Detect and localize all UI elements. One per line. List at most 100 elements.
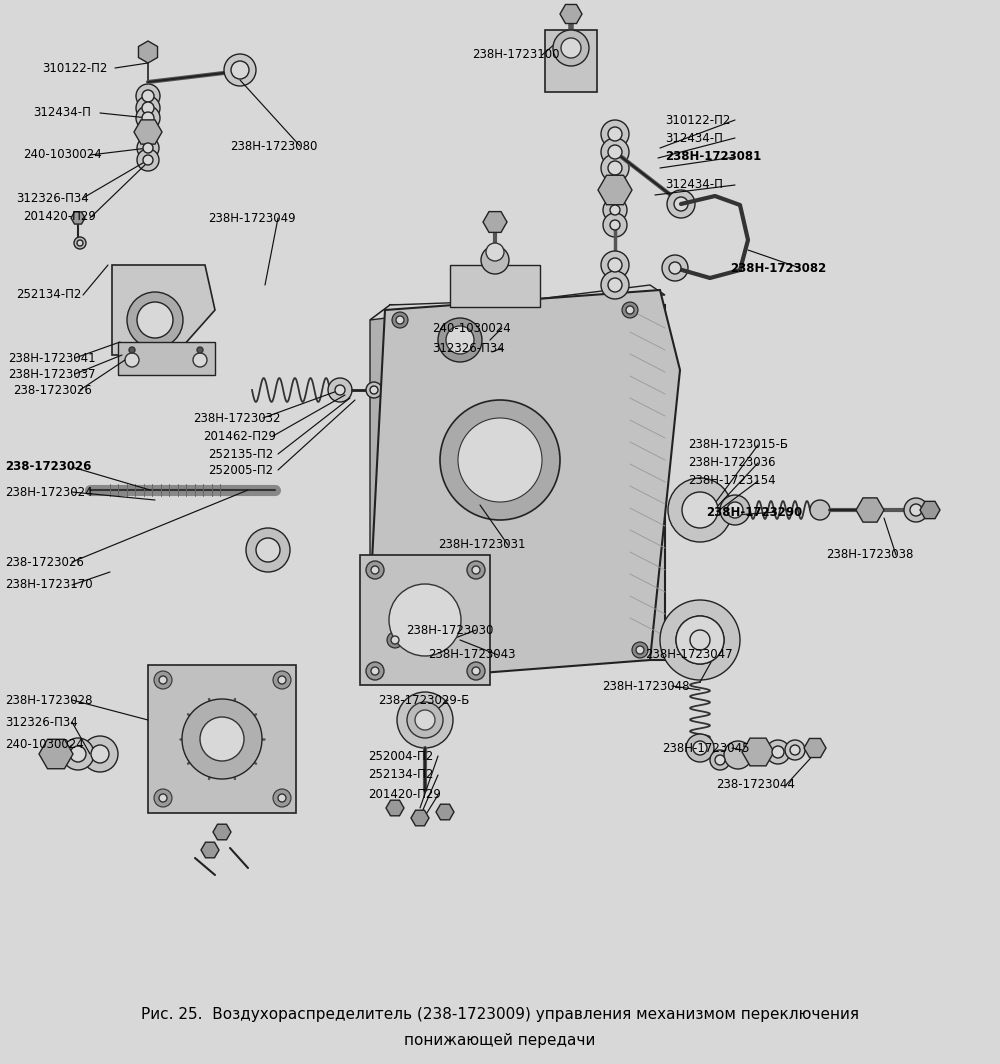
Circle shape [472,566,480,573]
Circle shape [182,699,262,779]
Circle shape [366,382,382,398]
Polygon shape [118,342,215,375]
Circle shape [77,240,83,246]
Text: 252005-П2: 252005-П2 [208,464,273,477]
Text: 240-1030024: 240-1030024 [23,149,102,162]
Circle shape [601,138,629,166]
Circle shape [608,161,622,174]
Circle shape [486,243,504,261]
Polygon shape [138,41,158,63]
Circle shape [603,198,627,222]
Circle shape [371,667,379,675]
Polygon shape [598,176,632,204]
Circle shape [335,385,345,395]
Circle shape [366,561,384,579]
Text: понижающей передачи: понижающей передачи [404,1032,596,1047]
Polygon shape [201,843,219,858]
Circle shape [74,237,86,249]
Circle shape [601,251,629,279]
Circle shape [200,717,244,761]
Polygon shape [483,212,507,232]
Text: 310122-П2: 310122-П2 [665,114,730,127]
Text: 238Н-1723154: 238Н-1723154 [688,475,776,487]
Circle shape [129,347,135,353]
Text: 252004-П2: 252004-П2 [368,749,433,763]
Text: 201420-П29: 201420-П29 [368,788,441,801]
Text: Рис. 25.  Воздухораспределитель (238-1723009) управления механизмом переключения: Рис. 25. Воздухораспределитель (238-1723… [141,1008,859,1023]
Circle shape [401,596,449,644]
Text: 238Н-1723082: 238Н-1723082 [730,262,826,275]
Circle shape [273,671,291,689]
Text: 238-1723026: 238-1723026 [5,555,84,568]
Polygon shape [370,305,390,675]
Text: 240-1030024: 240-1030024 [5,738,84,751]
Circle shape [371,566,379,573]
Circle shape [142,90,154,102]
Circle shape [481,246,509,275]
Circle shape [231,61,249,79]
Text: 238Н-1723038: 238Н-1723038 [826,549,913,562]
Circle shape [608,257,622,272]
Text: 238Н-1723080: 238Н-1723080 [230,139,317,152]
Circle shape [143,155,153,165]
Text: 238Н-1723041: 238Н-1723041 [8,351,96,365]
Polygon shape [134,120,162,144]
Circle shape [472,667,480,675]
Circle shape [669,262,681,275]
Circle shape [82,736,118,772]
Circle shape [370,386,378,394]
Circle shape [278,794,286,802]
Text: 238Н-1723100: 238Н-1723100 [472,49,560,62]
Text: 238-1723026: 238-1723026 [13,383,92,397]
Bar [390,305,665,660]
Circle shape [438,318,482,362]
Text: 238Н-1723028: 238Н-1723028 [5,694,92,706]
Bar [450,265,540,307]
Text: 238Н-1723036: 238Н-1723036 [688,456,776,469]
Circle shape [159,794,167,802]
Circle shape [690,630,710,650]
Polygon shape [370,290,680,680]
Circle shape [440,400,560,520]
Text: 238Н-1723048: 238Н-1723048 [602,680,690,693]
Text: 238Н-1723290: 238Н-1723290 [706,505,802,518]
Polygon shape [436,804,454,819]
Circle shape [724,741,752,769]
Circle shape [610,205,620,215]
Circle shape [810,500,830,520]
Circle shape [608,278,622,292]
Text: 238-1723029-Б: 238-1723029-Б [378,694,469,706]
Polygon shape [112,265,215,355]
Circle shape [246,528,290,572]
Circle shape [676,616,724,664]
Circle shape [720,495,750,525]
Circle shape [154,671,172,689]
Text: 312434-П: 312434-П [665,179,723,192]
Circle shape [766,739,790,764]
Text: 238Н-1723043: 238Н-1723043 [428,648,516,662]
Circle shape [397,692,453,748]
Circle shape [790,745,800,755]
Circle shape [668,478,732,542]
Text: 238Н-1723015-Б: 238Н-1723015-Б [688,438,788,451]
Text: 312326-П34: 312326-П34 [5,715,78,729]
Text: 312326-П34: 312326-П34 [432,342,505,354]
Circle shape [676,616,724,664]
Text: 238Н-1723037: 238Н-1723037 [8,367,96,381]
Circle shape [682,492,718,528]
Text: 312434-П: 312434-П [665,132,723,145]
Text: 238Н-1723049: 238Н-1723049 [208,212,296,225]
Polygon shape [386,800,404,816]
Circle shape [392,312,408,328]
Circle shape [686,734,714,762]
Polygon shape [804,738,826,758]
Circle shape [91,745,109,763]
Circle shape [396,316,404,325]
Circle shape [142,112,154,124]
Circle shape [662,255,688,281]
Circle shape [601,120,629,148]
Text: 238Н-1723081: 238Н-1723081 [665,150,761,164]
Text: 310122-П2: 310122-П2 [42,62,107,74]
Circle shape [601,154,629,182]
Circle shape [137,302,173,338]
